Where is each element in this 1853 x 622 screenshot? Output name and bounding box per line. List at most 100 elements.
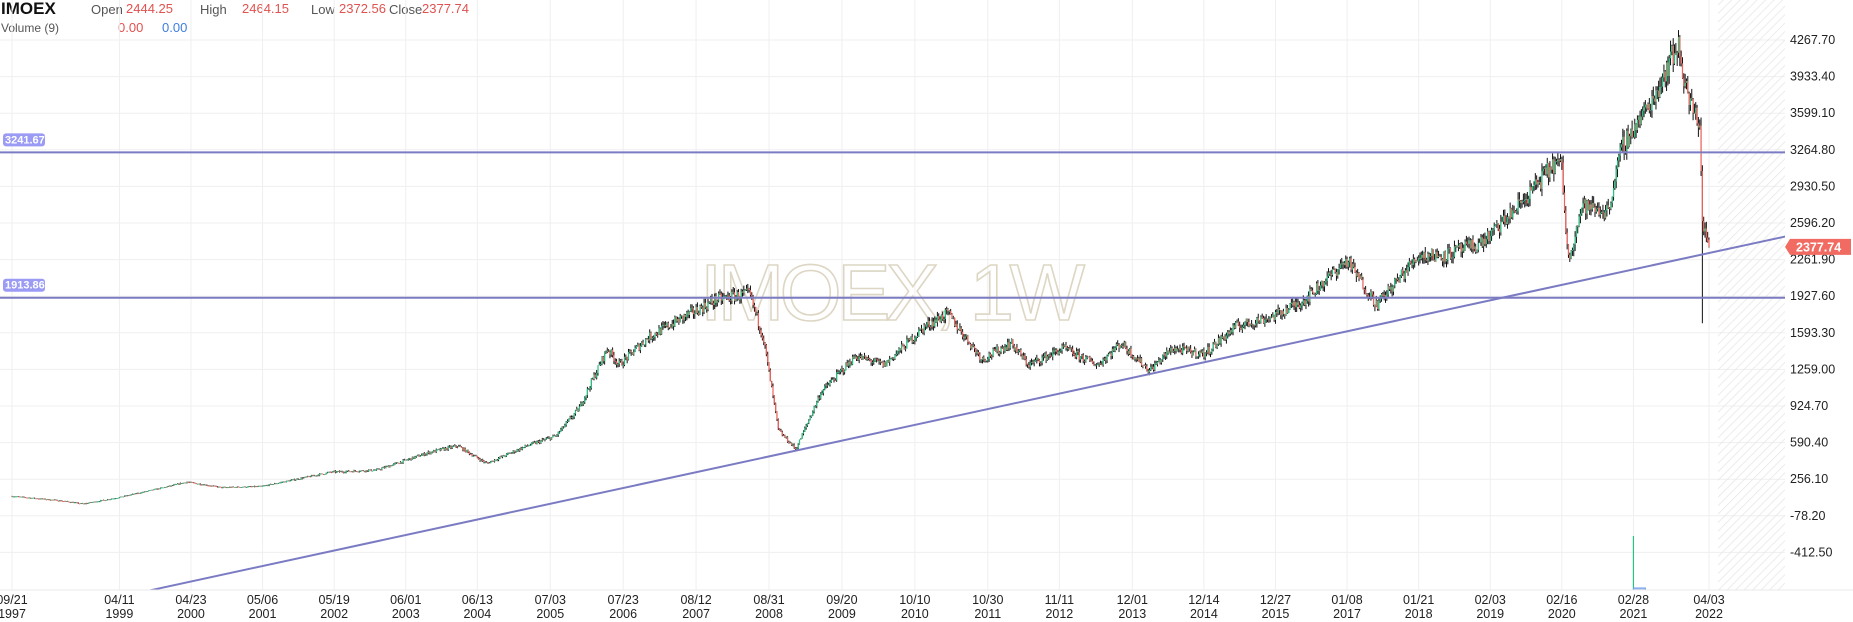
candle-body bbox=[1500, 221, 1502, 233]
candle-body bbox=[460, 446, 463, 448]
candle-body bbox=[49, 500, 52, 501]
candle-body bbox=[634, 347, 636, 352]
candle-body bbox=[309, 476, 311, 478]
candle-body bbox=[938, 316, 940, 320]
candle-body bbox=[1213, 341, 1216, 345]
x-axis[interactable] bbox=[0, 590, 1785, 622]
candle-body bbox=[1406, 270, 1408, 273]
candle-body bbox=[495, 459, 497, 461]
candle-body bbox=[861, 355, 863, 360]
candle-body bbox=[894, 354, 896, 359]
candle-body bbox=[341, 471, 343, 473]
candle-body bbox=[654, 332, 656, 338]
candle-body bbox=[956, 323, 958, 330]
candle-body bbox=[219, 486, 221, 488]
candle-body bbox=[467, 449, 469, 452]
candle-body bbox=[794, 447, 797, 450]
candle-body bbox=[304, 476, 306, 478]
candle-body bbox=[413, 456, 415, 459]
candle-body bbox=[1455, 246, 1457, 248]
candle-body bbox=[1646, 104, 1648, 109]
candle-body bbox=[187, 482, 189, 483]
candle-body bbox=[1473, 246, 1475, 250]
candle-body bbox=[1536, 179, 1538, 185]
candle-body bbox=[1013, 345, 1015, 351]
candle-body bbox=[625, 356, 627, 358]
candle-body bbox=[830, 379, 832, 382]
y-tick-label: 3599.10 bbox=[1790, 106, 1835, 120]
candle-body bbox=[183, 482, 185, 484]
candle-body bbox=[890, 358, 892, 360]
candle-body bbox=[1065, 344, 1067, 349]
candle-body bbox=[932, 321, 935, 327]
candle-body bbox=[1243, 325, 1245, 328]
candle-body bbox=[1302, 300, 1304, 304]
candle-body bbox=[1490, 229, 1493, 237]
candle-body bbox=[1232, 325, 1234, 333]
drawings[interactable] bbox=[0, 151, 1786, 598]
current-price-label: 2377.74 bbox=[1796, 240, 1841, 254]
candle-body bbox=[987, 358, 989, 361]
candle-body bbox=[1021, 354, 1023, 359]
candle-body bbox=[398, 463, 400, 465]
candle-body bbox=[1311, 290, 1314, 293]
candle-body bbox=[169, 485, 171, 487]
candle-body bbox=[940, 314, 942, 322]
candle-body bbox=[912, 340, 915, 343]
candle-body bbox=[924, 325, 927, 327]
candle-body bbox=[1018, 350, 1021, 352]
candle-body bbox=[1512, 210, 1514, 218]
candle-body bbox=[983, 357, 985, 360]
y-tick-label: 590.40 bbox=[1790, 436, 1828, 450]
candle-body bbox=[936, 316, 938, 323]
candle-body bbox=[528, 445, 530, 447]
candle-body bbox=[215, 485, 217, 487]
candle-body bbox=[676, 318, 679, 322]
candle-body bbox=[719, 293, 721, 295]
candle-body bbox=[662, 325, 664, 326]
close-value: 2377.74 bbox=[422, 1, 469, 16]
candle-body bbox=[863, 355, 866, 357]
candle-body bbox=[806, 422, 809, 426]
candle-body bbox=[1151, 366, 1153, 368]
candle-body bbox=[1574, 236, 1576, 245]
candle-body bbox=[637, 344, 639, 346]
candle-body bbox=[869, 359, 871, 361]
candle-body bbox=[1479, 242, 1481, 244]
candle-body bbox=[1440, 256, 1442, 259]
candle-body bbox=[561, 426, 563, 430]
candle-body bbox=[1696, 107, 1698, 124]
y-axis[interactable] bbox=[1785, 0, 1853, 622]
candle-body bbox=[1570, 250, 1572, 259]
candle-body bbox=[804, 427, 806, 432]
candle-body bbox=[385, 466, 387, 468]
candle-body bbox=[1475, 246, 1477, 253]
candle-body bbox=[537, 440, 539, 442]
candle-body bbox=[608, 350, 610, 352]
candle-body bbox=[281, 482, 284, 483]
candle-body bbox=[1448, 247, 1450, 249]
candle-body bbox=[1248, 322, 1250, 326]
candle-body bbox=[822, 389, 824, 394]
candle-body bbox=[824, 385, 826, 390]
candle-body bbox=[23, 496, 25, 498]
candle-body bbox=[1233, 325, 1235, 329]
x-tick-label-year: 2019 bbox=[1476, 607, 1504, 621]
candle-body bbox=[200, 484, 203, 486]
ohlc-legend: IMOEX Open 2444.25 High 2464.15 Low 2372… bbox=[0, 0, 600, 36]
candle-body bbox=[961, 331, 964, 337]
x-tick-label-year: 2001 bbox=[249, 607, 277, 621]
candle-body bbox=[741, 291, 744, 293]
volume-value-2: 0.00 bbox=[162, 20, 188, 35]
candle-body bbox=[1610, 203, 1612, 209]
candle-body bbox=[928, 320, 931, 327]
candle-body bbox=[611, 349, 614, 356]
candle-body bbox=[403, 459, 406, 461]
candle-body bbox=[853, 356, 855, 359]
candle-body bbox=[1045, 353, 1047, 361]
candle-body bbox=[1606, 205, 1608, 211]
candle-body bbox=[211, 485, 213, 487]
candle-body bbox=[493, 459, 496, 462]
candle-body bbox=[659, 328, 661, 335]
